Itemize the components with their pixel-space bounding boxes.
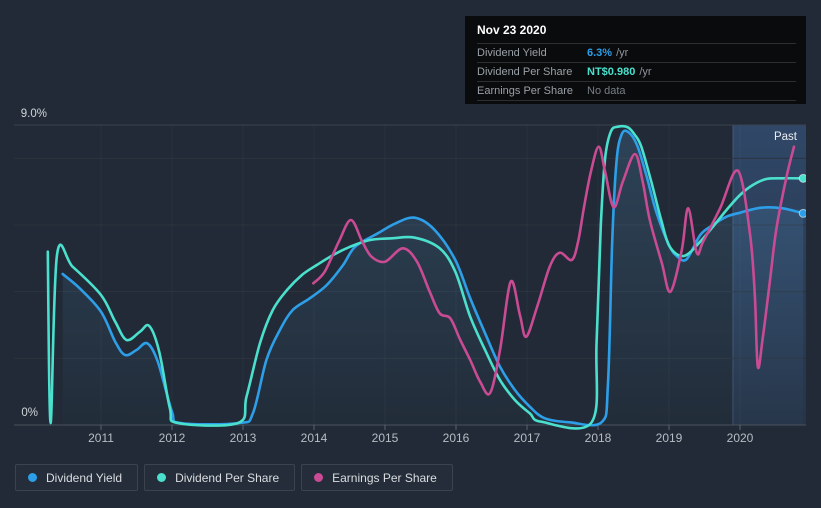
tooltip-value: 6.3% xyxy=(587,47,613,59)
tooltip-row-earnings-per-share: Earnings Per Share No data xyxy=(477,81,796,101)
tooltip-label: Earnings Per Share xyxy=(477,85,573,97)
tooltip-row-dividend-yield: Dividend Yield 6.3% /yr xyxy=(477,43,796,62)
past-label: Past xyxy=(774,131,798,143)
x-axis-label: 2014 xyxy=(301,431,328,445)
x-axis-label: 2012 xyxy=(159,431,186,445)
dividend-per-share-dot-icon xyxy=(157,473,167,482)
y-axis-top-label: 9.0% xyxy=(21,108,47,120)
x-axis-label: 2018 xyxy=(585,431,612,445)
x-axis-label: 2017 xyxy=(514,431,541,445)
end-dot-dividend-per-share xyxy=(798,173,806,183)
x-axis-label: 2015 xyxy=(372,431,399,445)
line-earnings-per-share xyxy=(312,145,796,396)
chart-tooltip: Nov 23 2020 Dividend Yield 6.3% /yr Divi… xyxy=(465,16,806,104)
tooltip-date: Nov 23 2020 xyxy=(477,23,547,37)
legend-label: Earnings Per Share xyxy=(332,470,437,485)
tooltip-unit: /yr xyxy=(616,47,629,59)
x-axis-label: 2011 xyxy=(88,431,114,445)
x-axis-label: 2016 xyxy=(443,431,470,445)
tooltip-unit: /yr xyxy=(639,66,652,78)
earnings-per-share-dot-icon xyxy=(314,473,324,482)
legend-item-earnings-per-share[interactable]: Earnings Per Share xyxy=(301,464,453,491)
legend-item-dividend-per-share[interactable]: Dividend Per Share xyxy=(144,464,296,491)
x-axis-label: 2019 xyxy=(656,431,683,445)
tooltip-value: No data xyxy=(587,85,626,97)
tooltip-label: Dividend Yield xyxy=(477,47,547,59)
area-fill-dividend-yield xyxy=(62,130,804,426)
legend-label: Dividend Yield xyxy=(46,470,123,485)
x-axis-label: 2020 xyxy=(727,431,754,445)
dividend-yield-dot-icon xyxy=(28,473,37,482)
legend-item-dividend-yield[interactable]: Dividend Yield xyxy=(15,464,139,491)
end-dot-dividend-yield xyxy=(798,208,806,218)
tooltip-row-dividend-per-share: Dividend Per Share NT$0.980 /yr xyxy=(477,62,796,81)
line-dividend-per-share xyxy=(46,124,805,430)
tooltip-label: Dividend Per Share xyxy=(477,66,573,78)
legend-label: Dividend Per Share xyxy=(175,470,280,485)
tooltip-value: NT$0.980 xyxy=(587,66,636,78)
plot-area xyxy=(46,124,806,430)
y-axis-bottom-label: 0% xyxy=(21,407,38,419)
x-axis-label: 2013 xyxy=(230,431,257,445)
chart-legend: Dividend Yield Dividend Per Share Earnin… xyxy=(15,464,453,491)
